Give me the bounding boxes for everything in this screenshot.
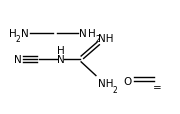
Text: H: H: [88, 28, 96, 38]
Text: H: H: [57, 46, 64, 56]
Text: 2: 2: [96, 35, 101, 44]
Text: NH: NH: [98, 34, 113, 44]
Text: 2: 2: [15, 35, 20, 44]
Text: =: =: [153, 83, 162, 92]
Text: NH: NH: [98, 79, 113, 89]
Text: N: N: [21, 28, 29, 38]
Text: O: O: [123, 77, 132, 87]
Text: 2: 2: [113, 85, 117, 94]
Text: N: N: [57, 54, 64, 64]
Text: N: N: [79, 28, 87, 38]
Text: H: H: [9, 28, 17, 38]
Text: N: N: [14, 54, 22, 64]
